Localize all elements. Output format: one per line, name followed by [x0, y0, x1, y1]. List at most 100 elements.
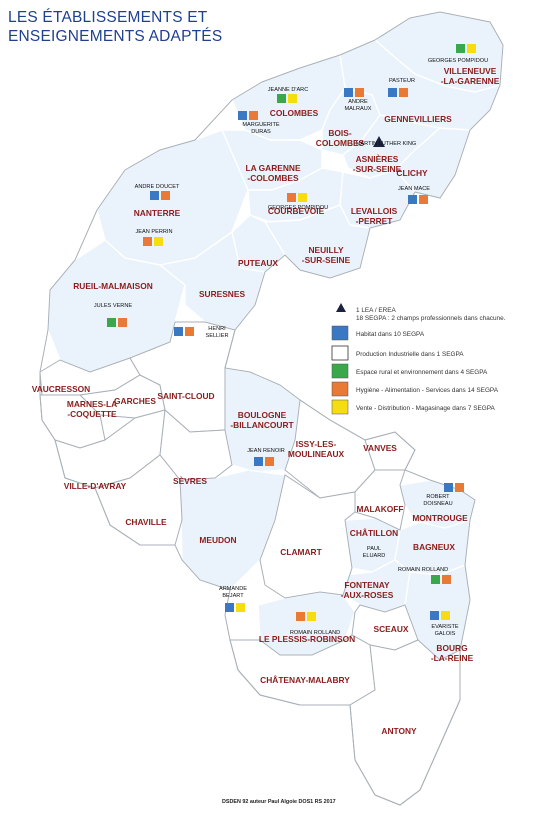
- commune-label: SCEAUX: [374, 624, 409, 634]
- segpa-rural-swatch: [456, 44, 465, 53]
- school-label-line: JEAN RENOIR: [247, 448, 285, 454]
- school-marker: PASTEUR: [388, 78, 415, 97]
- school-label: JEANNE D'ARC: [268, 87, 309, 93]
- school-marker: GEORGES POMPIDOU: [268, 193, 328, 211]
- commune-label: VANVES: [363, 443, 397, 453]
- commune-label: LEVALLOIS -PERRET: [351, 206, 398, 226]
- school-label-line: GEORGES POMPIDOU: [268, 205, 328, 211]
- school-label-line: MARGUERITE: [242, 122, 280, 128]
- commune-label-line: MALAKOFF: [357, 504, 404, 514]
- school-label-line: MARTIN LUTHER KING: [356, 141, 417, 147]
- commune-label-line: ASNIÈRES: [356, 153, 399, 164]
- segpa-hygiene-swatch: [143, 237, 152, 246]
- commune-label: VAUCRESSON: [32, 384, 90, 394]
- commune-label-line: MEUDON: [199, 535, 236, 545]
- commune-label-line: CHAVILLE: [125, 517, 167, 527]
- legend-industrielle-swatch: [331, 345, 349, 361]
- school-marker: ROMAIN ROLLAND: [290, 612, 340, 636]
- school-label: ROMAIN ROLLAND: [398, 567, 448, 573]
- school-marker: ROMAIN ROLLAND: [398, 567, 451, 584]
- school-label-line: ROMAIN ROLLAND: [290, 630, 340, 636]
- school-marker: PAUL ELUARD: [363, 546, 386, 559]
- school-label-line: SELLIER: [205, 333, 228, 339]
- segpa-hygiene-swatch: [185, 327, 194, 336]
- commune-label-line: NEUILLY: [308, 245, 343, 255]
- segpa-hygiene-swatch: [265, 457, 274, 466]
- school-label-line: ELUARD: [363, 553, 386, 559]
- commune-label-line: FONTENAY: [344, 580, 390, 590]
- commune-label-line: ISSY-LES-: [296, 439, 337, 449]
- commune-label: LA GARENNE -COLOMBES: [245, 163, 300, 183]
- legend-industrielle-text: Production Industrielle dans 1 SEGPA: [356, 351, 464, 358]
- commune-label: BOIS-COLOMBES: [316, 128, 365, 148]
- commune-label-line: GENNEVILLIERS: [384, 114, 452, 124]
- commune-label: CHAVILLE: [125, 517, 167, 527]
- segpa-habitat-swatch: [444, 483, 453, 492]
- school-label-line: PASTEUR: [389, 78, 415, 84]
- commune-label: CLICHY: [396, 168, 428, 178]
- commune-label-line: BOURG: [436, 643, 467, 653]
- school-label-line: JEAN MACE: [398, 186, 430, 192]
- legend-habitat-text: Habitat dans 10 SEGPA: [356, 331, 425, 338]
- school-marker: EVARISTE GALOIS: [430, 611, 459, 637]
- commune-label-line: MONTROUGE: [412, 513, 468, 523]
- commune-label-line: LA GARENNE: [245, 163, 300, 173]
- school-label-line: ANDRE: [348, 99, 368, 105]
- school-label-line: ANDRE DOUCET: [135, 184, 180, 190]
- map-credit: DSDEN 92 auteur Paul Algoie DOS1 RS 2017: [222, 799, 336, 805]
- commune-label-line: -SUR-SEINE: [302, 255, 351, 265]
- school-label: GEORGES POMPIDOU: [268, 205, 328, 211]
- commune-label-line: VILLE-D'AVRAY: [64, 481, 127, 491]
- school-label-line: JEAN PERRIN: [136, 229, 173, 235]
- commune-label-line: -LA-GARENNE: [441, 76, 500, 86]
- legend-vente-text: Vente - Distribution - Magasinage dans 7…: [356, 405, 496, 412]
- school-label-line: JEANNE D'ARC: [268, 87, 309, 93]
- legend-habitat-swatch: [331, 325, 349, 341]
- segpa-vente-swatch: [298, 193, 307, 202]
- segpa-hygiene-swatch: [249, 111, 258, 120]
- commune-label: MALAKOFF: [357, 504, 404, 514]
- legend-vente-swatch: [331, 399, 349, 415]
- commune-label-line: PUTEAUX: [238, 258, 278, 268]
- school-marker: ROBERT DOISNEAU: [423, 483, 464, 507]
- school-label-line: BEJART: [222, 593, 244, 599]
- school-label: JEAN RENOIR: [247, 448, 285, 454]
- school-label: EVARISTE GALOIS: [431, 624, 459, 637]
- school-label-line: JULES VERNE: [94, 303, 133, 309]
- commune-label-line: -LA-REINE: [431, 653, 474, 663]
- commune-labels: VILLENEUVE -LA-GARENNE GENNEVILLIERS COLOMB…: [32, 66, 500, 736]
- segpa-rural-swatch: [107, 318, 116, 327]
- segpa-habitat-swatch: [430, 611, 439, 620]
- commune-label-line: VILLENEUVE: [444, 66, 497, 76]
- school-label-line: GEORGES POMPIDOU: [428, 58, 488, 64]
- commune-label: CHÂTENAY-MALABRY: [260, 674, 350, 685]
- school-label-line: PAUL: [367, 546, 381, 552]
- commune-label-line: LEVALLOIS: [351, 206, 398, 216]
- legend-hygiene-swatch: [331, 381, 349, 397]
- segpa-hygiene-swatch: [455, 483, 464, 492]
- school-label: JULES VERNE: [94, 303, 133, 309]
- department-outline: [39, 11, 504, 806]
- commune-label-line: NANTERRE: [134, 208, 181, 218]
- commune-label-line: -SUR-SEINE: [353, 164, 402, 174]
- segpa-hygiene-swatch: [419, 195, 428, 204]
- segpa-habitat-swatch: [254, 457, 263, 466]
- segpa-hygiene-swatch: [161, 191, 170, 200]
- segpa-hygiene-swatch: [296, 612, 305, 621]
- school-label-line: ROBERT: [426, 494, 450, 500]
- legend-lea-triangle-icon: [336, 303, 346, 312]
- school-label: PASTEUR: [389, 78, 415, 84]
- commune-label-line: MARNES-LA: [67, 399, 117, 409]
- school-label-line: EVARISTE: [431, 624, 459, 630]
- commune-label: FONTENAY -AUX-ROSES: [341, 580, 394, 600]
- school-label-line: ARMANDE: [219, 586, 247, 592]
- school-marker: HENRI SELLIER: [174, 326, 229, 339]
- school-label: MARGUERITE DURAS: [242, 122, 280, 135]
- commune-label: BAGNEUX: [413, 542, 455, 552]
- commune-label: SURESNES: [199, 289, 245, 299]
- legend-rural-swatch: [331, 363, 349, 379]
- commune-label: ANTONY: [381, 726, 417, 736]
- commune-label: MEUDON: [199, 535, 236, 545]
- commune-label: NANTERRE: [134, 208, 181, 218]
